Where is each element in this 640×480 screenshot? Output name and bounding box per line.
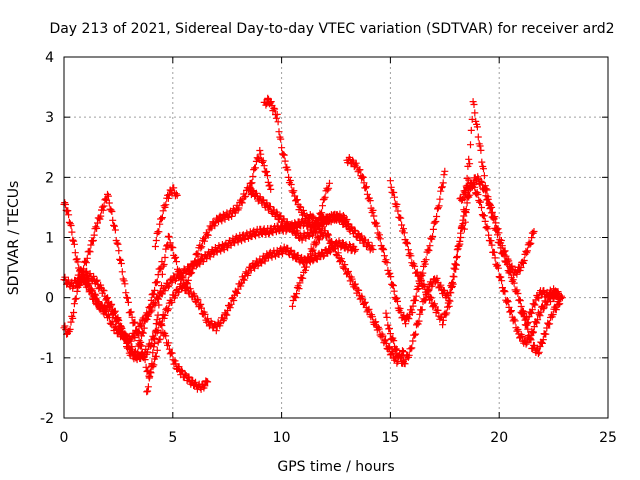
- plus-markers: [289, 227, 407, 367]
- y-tick-label: 0: [45, 291, 54, 307]
- plus-markers: [343, 154, 449, 328]
- chart-title: Day 213 of 2021, Sidereal Day-to-day VTE…: [49, 21, 614, 37]
- sat-track-4: [73, 237, 360, 364]
- sat-track-5: [143, 147, 275, 396]
- plus-markers: [143, 147, 275, 396]
- axis-ticks: [63, 56, 609, 419]
- sat-track-14: [456, 179, 562, 348]
- sat-track-9: [289, 227, 407, 367]
- sat-track-1: [60, 210, 351, 345]
- sat-track-12: [386, 155, 473, 329]
- plus-markers: [517, 285, 564, 327]
- y-axis-label: SDTVAR / TECUs: [6, 181, 22, 296]
- y-tick-label: 4: [45, 50, 54, 66]
- x-tick-label: 10: [273, 430, 291, 446]
- data-series: [60, 94, 566, 396]
- plus-markers: [382, 173, 538, 368]
- y-tick-label: -2: [40, 411, 54, 427]
- y-tick-label: 3: [45, 110, 54, 126]
- plus-markers: [260, 94, 333, 230]
- plus-markers: [386, 155, 473, 329]
- plus-markers: [151, 184, 181, 250]
- sat-track-10: [343, 154, 449, 328]
- x-tick-label: 20: [490, 430, 508, 446]
- y-tick-label: 2: [45, 170, 54, 186]
- x-tick-label: 0: [60, 430, 69, 446]
- sat-track-11: [382, 173, 538, 368]
- plus-markers: [456, 179, 562, 348]
- x-tick-label: 5: [168, 430, 177, 446]
- y-tick-label: -1: [40, 351, 54, 367]
- x-axis-label: GPS time / hours: [277, 459, 394, 475]
- plus-markers: [73, 237, 360, 364]
- x-tick-label: 25: [599, 430, 617, 446]
- x-tick-labels: 0 5 10 15 20 25: [60, 430, 617, 446]
- sat-track-8: [260, 94, 333, 230]
- y-tick-label: 1: [45, 231, 54, 247]
- sat-track-15: [517, 285, 564, 327]
- sat-track-6: [151, 184, 181, 250]
- x-tick-label: 15: [381, 430, 399, 446]
- y-tick-labels: -2 -1 0 1 2 3 4: [40, 50, 54, 427]
- plus-markers: [60, 210, 351, 345]
